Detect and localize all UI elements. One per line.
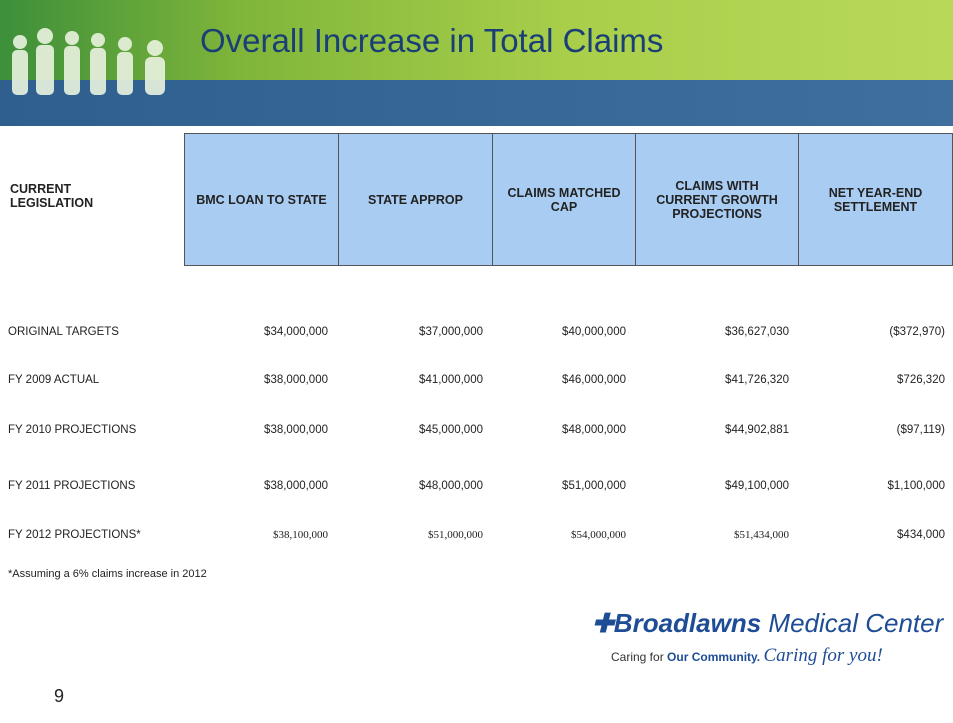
row-label: FY 2011 PROJECTIONS (8, 480, 135, 492)
column-header: BMC LOAN TO STATE (184, 133, 339, 266)
cell-value: $48,000,000 (419, 480, 483, 492)
cell-value: $41,726,320 (725, 374, 789, 386)
cell-value: $37,000,000 (419, 326, 483, 338)
tagline-start: Caring for (611, 650, 664, 664)
cell-value: $49,100,000 (725, 480, 789, 492)
cell-value: $434,000 (897, 529, 945, 541)
column-header: CLAIMS WITH CURRENT GROWTH PROJECTIONS (635, 133, 799, 266)
cell-value: $38,000,000 (264, 374, 328, 386)
cell-value: $44,902,881 (725, 424, 789, 436)
cell-value: $1,100,000 (887, 480, 945, 492)
footnote: *Assuming a 6% claims increase in 2012 (8, 568, 207, 580)
cell-value: ($97,119) (897, 424, 945, 436)
logo-mark: ✚ (592, 608, 614, 638)
cell-value: $51,434,000 (734, 529, 789, 541)
slide-title: Overall Increase in Total Claims (200, 22, 663, 60)
tagline-script: Caring for you! (764, 645, 883, 666)
column-header: STATE APPROP (338, 133, 493, 266)
corner-header: CURRENT LEGISLATION (10, 182, 130, 210)
cell-value: $54,000,000 (571, 529, 626, 541)
cell-value: $45,000,000 (419, 424, 483, 436)
cell-value: $40,000,000 (562, 326, 626, 338)
tagline-bold: Our Community. (667, 650, 760, 664)
logo-suffix: Medical Center (768, 608, 943, 638)
row-label: FY 2009 ACTUAL (8, 374, 99, 386)
column-header: CLAIMS MATCHED CAP (492, 133, 636, 266)
logo: ✚Broadlawns Medical Center (592, 608, 943, 639)
row-label: ORIGINAL TARGETS (8, 326, 119, 338)
page-number: 9 (54, 686, 64, 707)
row-label: FY 2010 PROJECTIONS (8, 424, 136, 436)
row-label: FY 2012 PROJECTIONS* (8, 529, 141, 541)
cell-value: $51,000,000 (428, 529, 483, 541)
cell-value: ($372,970) (889, 326, 945, 338)
cell-value: $726,320 (897, 374, 945, 386)
logo-name: Broadlawns (614, 608, 761, 638)
people-silhouettes (0, 20, 185, 100)
cell-value: $38,100,000 (273, 529, 328, 541)
cell-value: $38,000,000 (264, 424, 328, 436)
column-header: NET YEAR-END SETTLEMENT (798, 133, 953, 266)
cell-value: $46,000,000 (562, 374, 626, 386)
cell-value: $48,000,000 (562, 424, 626, 436)
cell-value: $38,000,000 (264, 480, 328, 492)
cell-value: $51,000,000 (562, 480, 626, 492)
cell-value: $34,000,000 (264, 326, 328, 338)
cell-value: $36,627,030 (725, 326, 789, 338)
page: {"header": {"title": "Overall Increase i… (0, 0, 953, 723)
cell-value: $41,000,000 (419, 374, 483, 386)
tagline: Caring for Our Community. Caring for you… (611, 645, 883, 667)
slide: Overall Increase in Total Claims CURRENT… (0, 0, 953, 723)
